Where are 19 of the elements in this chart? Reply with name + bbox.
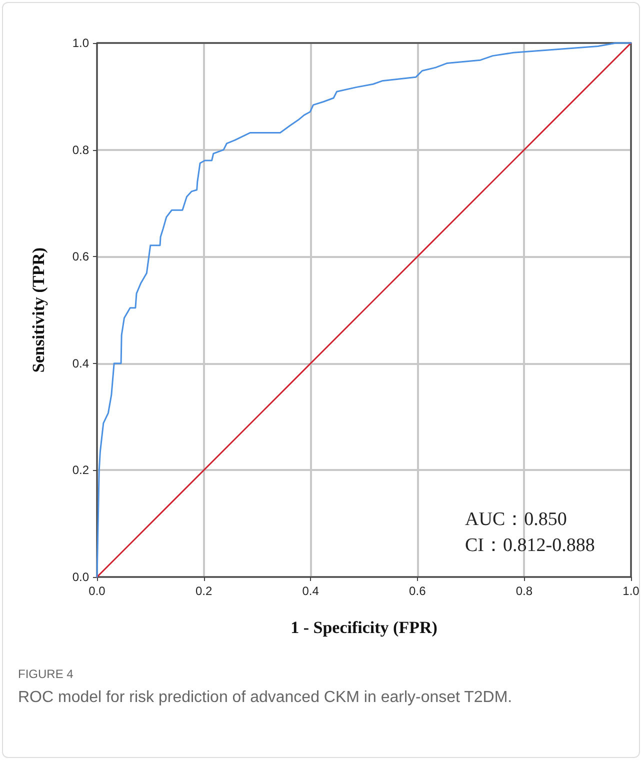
y-tick-label: 0.4 bbox=[72, 356, 90, 370]
line-series bbox=[96, 42, 632, 578]
x-tick-label: 1.0 bbox=[622, 584, 640, 598]
x-tick-label: 0.2 bbox=[195, 584, 212, 598]
x-tick-label: 0.6 bbox=[409, 584, 426, 598]
y-tick-label: 0.8 bbox=[72, 142, 90, 157]
x-axis-title: 1 - Specificity (FPR) bbox=[290, 618, 438, 637]
y-tick-label: 0.6 bbox=[72, 250, 90, 264]
x-tick-label: 0.0 bbox=[88, 584, 106, 598]
y-tick-label: 0.2 bbox=[72, 463, 90, 478]
y-axis-title: Sensitivity (TPR) bbox=[29, 247, 48, 373]
annotation: CI：0.812-0.888 bbox=[465, 535, 595, 556]
y-tick-label: 0.0 bbox=[72, 570, 90, 584]
x-tick-label: 0.8 bbox=[516, 584, 533, 598]
caption: FIGURE 4 bbox=[18, 667, 74, 681]
y-tick-label: 1.0 bbox=[72, 36, 90, 50]
text: ROC model for risk prediction of advanced CKM in early-onset T2DM. bbox=[18, 688, 514, 708]
x-tick-label: 0.4 bbox=[302, 584, 320, 598]
annotation: AUC：0.850 bbox=[465, 509, 567, 530]
